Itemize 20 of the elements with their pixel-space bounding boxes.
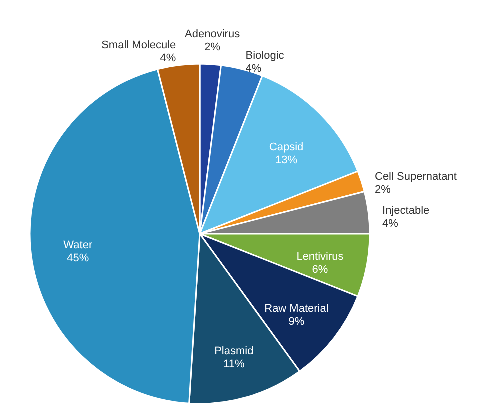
data-label: 9% — [288, 316, 305, 328]
data-label: 45% — [67, 252, 90, 265]
slice-label: Adenovirus — [185, 28, 241, 40]
slice-label: Water — [64, 240, 93, 252]
data-label: 11% — [224, 358, 245, 371]
data-label: 6% — [312, 264, 328, 276]
data-label: 4% — [382, 218, 399, 230]
data-label: 13% — [276, 154, 298, 166]
data-label: 4% — [160, 52, 176, 64]
slice-label: Capsid — [269, 141, 304, 154]
slice-label: Plasmid — [214, 346, 254, 358]
slice-label: Cell Supernatant — [374, 171, 457, 184]
slice-label: Lentivirus — [296, 250, 344, 263]
slice-label: Raw Material — [264, 303, 329, 316]
data-label: 4% — [246, 62, 262, 75]
slice-label: Biologic — [246, 50, 285, 62]
slice-label: Injectable — [382, 204, 430, 217]
data-label: 2% — [374, 184, 392, 196]
slice-label: Small Molecule — [102, 40, 176, 52]
data-label: 2% — [204, 41, 221, 54]
